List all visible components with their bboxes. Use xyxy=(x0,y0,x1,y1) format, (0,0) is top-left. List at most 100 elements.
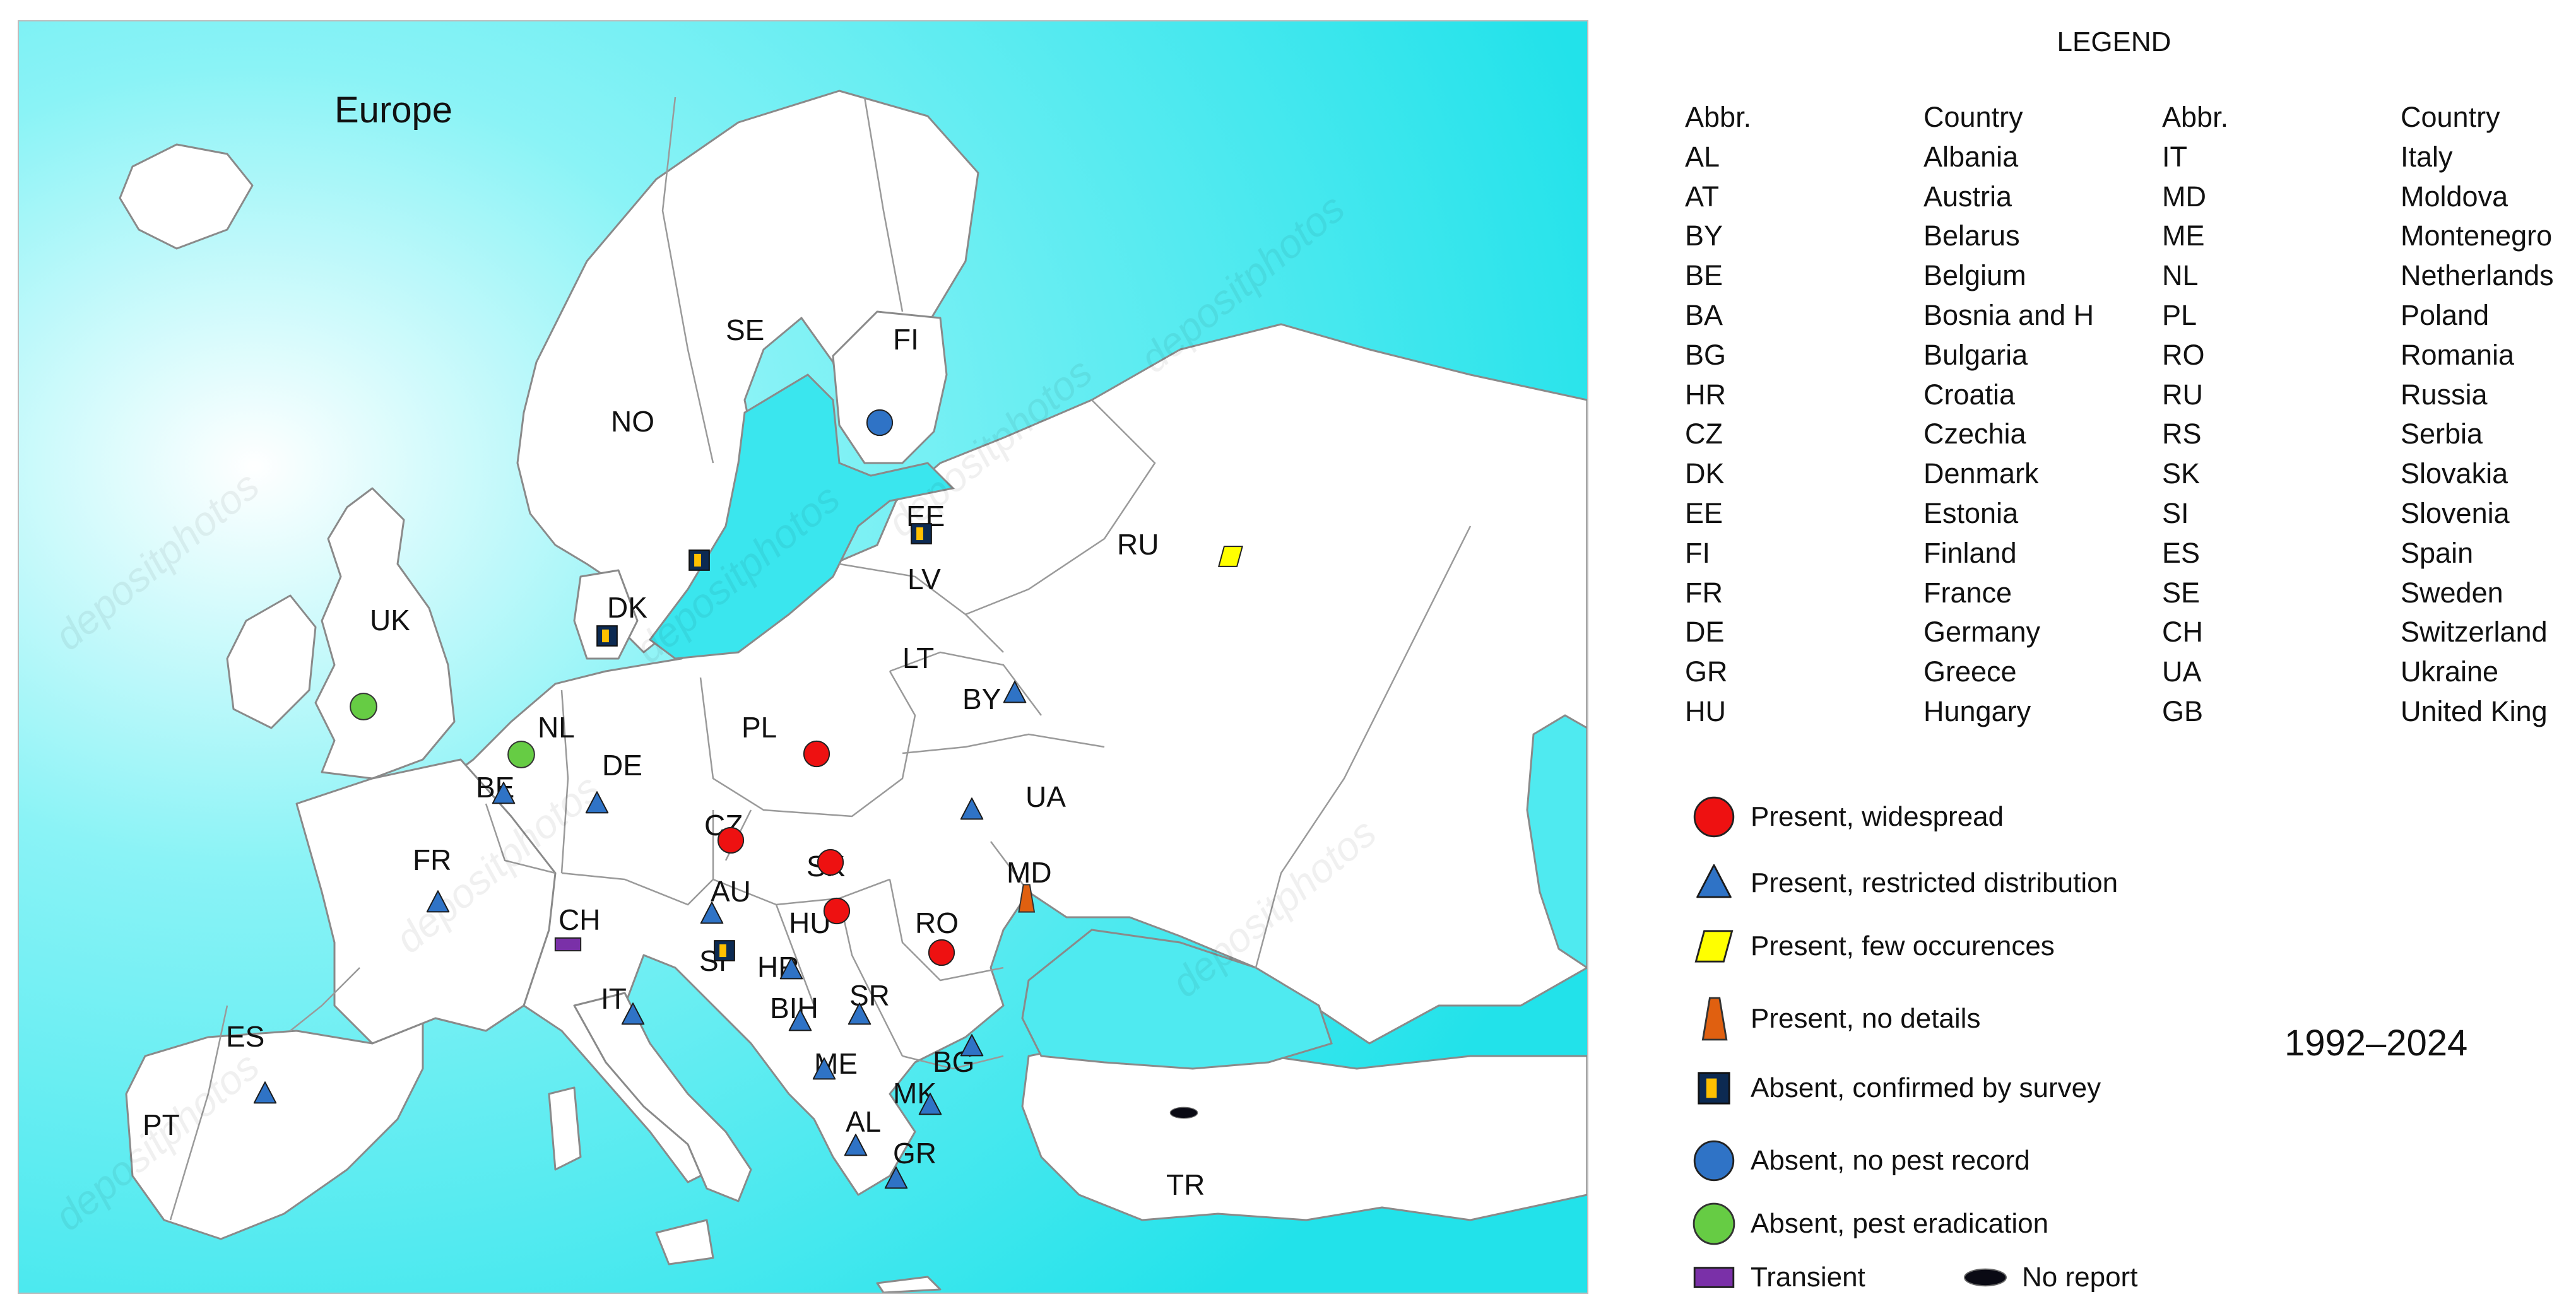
abbr-row: FR France xyxy=(1685,573,2163,613)
absent-confirmed-icon xyxy=(688,549,710,571)
country-name: Netherlands xyxy=(2401,259,2554,292)
scandinavia xyxy=(516,90,979,654)
abbr-code: CZ xyxy=(1685,418,1723,450)
country-header: Country xyxy=(2401,101,2500,133)
abbr-code: BE xyxy=(1685,259,1723,292)
abbr-row: ES Spain xyxy=(2162,534,2576,573)
present-widespread-icon xyxy=(1693,796,1735,838)
abbr-code: DK xyxy=(1685,457,1725,490)
abbr-table-header: Abbr. Country xyxy=(2162,98,2576,138)
country-name: Denmark xyxy=(1923,457,2039,490)
present-restricted-icon xyxy=(812,1057,836,1080)
abbr-code: GB xyxy=(2162,695,2204,727)
abbr-row: BE Belgium xyxy=(1685,256,2163,296)
abbr-row: FI Finland xyxy=(1685,534,2163,573)
legend-title: LEGEND xyxy=(2057,26,2171,57)
country-header: Country xyxy=(1923,101,2023,133)
present-restricted-icon xyxy=(1003,681,1027,703)
abbr-row: GR Greece xyxy=(1685,652,2163,692)
legend-symbol xyxy=(1694,930,1734,963)
country-name: Bulgaria xyxy=(1923,338,2028,371)
country-name: Belgium xyxy=(1923,259,2026,292)
abbr-code: IT xyxy=(2162,140,2187,173)
legend-item-absent-eradication: Absent, pest eradication xyxy=(1690,1199,2048,1249)
abbr-code: ES xyxy=(2162,536,2201,569)
abbr-row: DK Denmark xyxy=(1685,454,2163,494)
country-label-ch: CH xyxy=(558,903,600,936)
abbr-row: RS Serbia xyxy=(2162,414,2576,454)
legend-symbol xyxy=(1696,864,1732,898)
transient-icon xyxy=(1693,1267,1735,1288)
country-label-lv: LV xyxy=(907,563,941,596)
legend-label: Absent, confirmed by survey xyxy=(1751,1072,2101,1103)
country-label-nl: NL xyxy=(538,711,575,744)
country-name: Estonia xyxy=(1923,496,2019,529)
present-restricted-icon xyxy=(788,1009,812,1031)
present-restricted-icon xyxy=(621,1002,645,1025)
abbr-code: GR xyxy=(1685,655,1728,688)
legend-item-transient: Transient xyxy=(1690,1252,1865,1303)
present-few-icon xyxy=(1217,546,1244,567)
country-label-no: NO xyxy=(611,405,654,438)
abbr-row: SI Slovenia xyxy=(2162,494,2576,534)
abbr-code: UA xyxy=(2162,655,2202,688)
present-restricted-icon xyxy=(960,1034,984,1057)
abbr-code: SE xyxy=(2162,576,2201,609)
abbr-row: EE Estonia xyxy=(1685,494,2163,534)
abbr-row: SK Slovakia xyxy=(2162,454,2576,494)
abbr-row: BA Bosnia and H xyxy=(1685,296,2163,336)
abbr-code: ME xyxy=(2162,220,2205,252)
abbr-rows-right: IT Italy MD Moldova ME Montenegro NL Netherland… xyxy=(2162,138,2576,732)
present-restricted-icon xyxy=(492,782,516,804)
abbr-code: RO xyxy=(2162,338,2205,371)
legend-symbol xyxy=(1698,1072,1730,1105)
abbr-code: BY xyxy=(1685,220,1723,252)
no-report-icon xyxy=(1963,1268,2007,1287)
abbr-row: CZ Czechia xyxy=(1685,414,2163,454)
absent-no-record-icon xyxy=(866,409,894,437)
present-no-details-icon xyxy=(1701,997,1728,1041)
country-name: Slovenia xyxy=(2401,496,2510,529)
absent-confirmed-icon xyxy=(1698,1072,1730,1105)
country-label-pl: PL xyxy=(741,711,777,744)
country-label-gr: GR xyxy=(893,1137,936,1170)
black-sea xyxy=(1021,929,1333,1070)
abbr-row: DE Germany xyxy=(1685,613,2163,652)
present-restricted-icon xyxy=(960,797,984,820)
abbr-code: BG xyxy=(1685,338,1727,371)
abbr-code: CH xyxy=(2162,616,2203,649)
period-label: 1992–2024 xyxy=(2284,1023,2468,1064)
country-label-ua: UA xyxy=(1025,780,1066,813)
country-label-al: AL xyxy=(846,1105,881,1138)
country-borders xyxy=(169,97,1472,1221)
country-name: United King xyxy=(2401,695,2548,727)
abbr-code: AT xyxy=(1685,180,1720,213)
country-name: Poland xyxy=(2401,298,2490,331)
status-markers xyxy=(253,409,1244,1189)
absent-confirmed-icon xyxy=(911,523,932,544)
finland-area xyxy=(832,310,948,464)
ireland xyxy=(226,594,317,729)
abbr-row: PL Poland xyxy=(2162,296,2576,336)
present-restricted-icon xyxy=(848,1002,871,1025)
legend-symbol xyxy=(1693,1202,1735,1245)
present-widespread-icon xyxy=(817,848,844,876)
legend-label: Transient xyxy=(1751,1262,1865,1293)
present-no-details-icon xyxy=(1018,884,1036,913)
legend-item-absent-confirmed: Absent, confirmed by survey xyxy=(1690,1063,2101,1113)
country-label-pt: PT xyxy=(143,1108,180,1141)
country-label-lt: LT xyxy=(902,642,934,674)
denmark xyxy=(573,569,639,660)
abbr-row: IT Italy xyxy=(2162,138,2576,177)
iceland xyxy=(119,143,254,250)
country-name: Croatia xyxy=(1923,378,2016,411)
abbr-code: MD xyxy=(2162,180,2206,213)
country-label-uk: UK xyxy=(370,604,410,637)
country-name: Slovakia xyxy=(2401,457,2508,490)
abbr-row: BG Bulgaria xyxy=(1685,336,2163,375)
abbr-code: AL xyxy=(1685,140,1720,173)
country-name: Serbia xyxy=(2401,418,2483,450)
legend-item-present-no-details: Present, no details xyxy=(1690,994,1980,1044)
present-restricted-icon xyxy=(1696,864,1732,898)
country-name: Hungary xyxy=(1923,695,2031,727)
